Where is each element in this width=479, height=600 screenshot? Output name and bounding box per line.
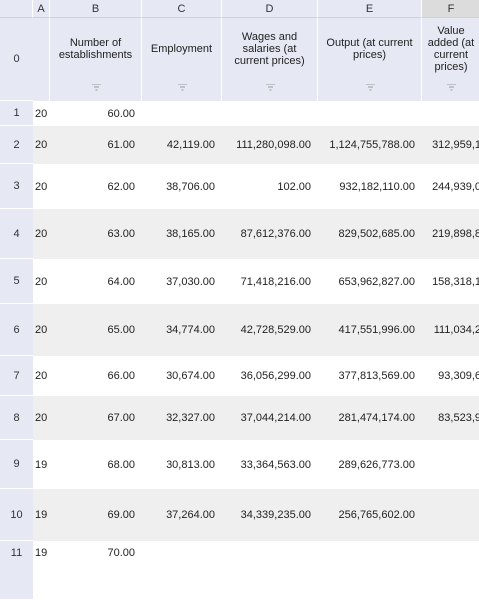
cell: 30,813.00	[142, 440, 222, 489]
cell: 66.00	[50, 356, 142, 396]
cell: 20	[33, 259, 50, 304]
cell: 20	[33, 164, 50, 209]
cell	[318, 101, 422, 126]
filter-icon[interactable]	[365, 84, 375, 91]
cell: 38,706.00	[142, 164, 222, 209]
cell: 34,339,235.00	[222, 489, 318, 541]
cell: 64.00	[50, 259, 142, 304]
row-number[interactable]: 7	[0, 356, 33, 396]
cell: 71,418,216.00	[222, 259, 318, 304]
cell: 289,626,773.00	[318, 440, 422, 489]
cell: 93,309,6	[422, 356, 479, 396]
cell: 256,765,602.00	[318, 489, 422, 541]
cell: 244,939,0	[422, 164, 479, 209]
cell: 36,056,299.00	[222, 356, 318, 396]
column-header	[33, 18, 50, 101]
cell: 42,728,529.00	[222, 304, 318, 356]
cell	[222, 541, 318, 600]
row-number[interactable]: 5	[0, 259, 33, 304]
cell: 37,044,214.00	[222, 396, 318, 440]
cell: 281,474,174.00	[318, 396, 422, 440]
column-letter[interactable]: D	[222, 0, 318, 18]
cell: 33,364,563.00	[222, 440, 318, 489]
cell: 37,264.00	[142, 489, 222, 541]
cell: 417,551,996.00	[318, 304, 422, 356]
row-number[interactable]: 3	[0, 164, 33, 209]
row-number[interactable]: 1	[0, 101, 33, 126]
row-number[interactable]: 9	[0, 440, 33, 489]
cell: 219,898,8	[422, 209, 479, 259]
cell: 19	[33, 489, 50, 541]
cell: 65.00	[50, 304, 142, 356]
cell: 62.00	[50, 164, 142, 209]
cell: 87,612,376.00	[222, 209, 318, 259]
cell: 111,034,2	[422, 304, 479, 356]
cell: 111,280,098.00	[222, 126, 318, 164]
cell: 377,813,569.00	[318, 356, 422, 396]
cell	[422, 101, 479, 126]
cell: 932,182,110.00	[318, 164, 422, 209]
cell: 20	[33, 126, 50, 164]
cell: 60.00	[50, 101, 142, 126]
cell: 63.00	[50, 209, 142, 259]
cell	[422, 489, 479, 541]
column-letter[interactable]: C	[142, 0, 222, 18]
cell	[422, 440, 479, 489]
column-letter[interactable]: B	[50, 0, 142, 18]
cell: 1,124,755,788.00	[318, 126, 422, 164]
cell: 158,318,1	[422, 259, 479, 304]
cell: 30,674.00	[142, 356, 222, 396]
column-letter[interactable]: A	[33, 0, 50, 18]
row-number[interactable]: 6	[0, 304, 33, 356]
cell	[142, 101, 222, 126]
cell: 70.00	[50, 541, 142, 600]
cell: 20	[33, 209, 50, 259]
row-number[interactable]: 11	[0, 541, 33, 600]
cell: 67.00	[50, 396, 142, 440]
corner	[0, 0, 33, 18]
row-number[interactable]: 10	[0, 489, 33, 541]
filter-icon[interactable]	[447, 84, 456, 91]
cell: 34,774.00	[142, 304, 222, 356]
cell	[222, 101, 318, 126]
row-number[interactable]: 2	[0, 126, 33, 164]
row-number[interactable]: 4	[0, 209, 33, 259]
row-number[interactable]: 0	[0, 18, 33, 101]
cell: 653,962,827.00	[318, 259, 422, 304]
cell: 69.00	[50, 489, 142, 541]
cell: 37,030.00	[142, 259, 222, 304]
cell: 20	[33, 304, 50, 356]
cell: 38,165.00	[142, 209, 222, 259]
filter-icon[interactable]	[265, 84, 275, 91]
filter-icon[interactable]	[91, 84, 101, 91]
cell: 102.00	[222, 164, 318, 209]
cell: 42,119.00	[142, 126, 222, 164]
cell	[142, 541, 222, 600]
cell: 61.00	[50, 126, 142, 164]
cell: 83,523,9	[422, 396, 479, 440]
row-number[interactable]: 8	[0, 396, 33, 440]
cell: 20	[33, 356, 50, 396]
cell: 19	[33, 541, 50, 600]
cell: 32,327.00	[142, 396, 222, 440]
cell: 20	[33, 101, 50, 126]
column-letter[interactable]: F	[422, 0, 479, 18]
cell: 829,502,685.00	[318, 209, 422, 259]
cell: 68.00	[50, 440, 142, 489]
column-letter[interactable]: E	[318, 0, 422, 18]
cell: 312,959,1	[422, 126, 479, 164]
cell	[422, 541, 479, 600]
cell: 20	[33, 396, 50, 440]
cell	[318, 541, 422, 600]
cell: 19	[33, 440, 50, 489]
filter-icon[interactable]	[177, 84, 187, 91]
